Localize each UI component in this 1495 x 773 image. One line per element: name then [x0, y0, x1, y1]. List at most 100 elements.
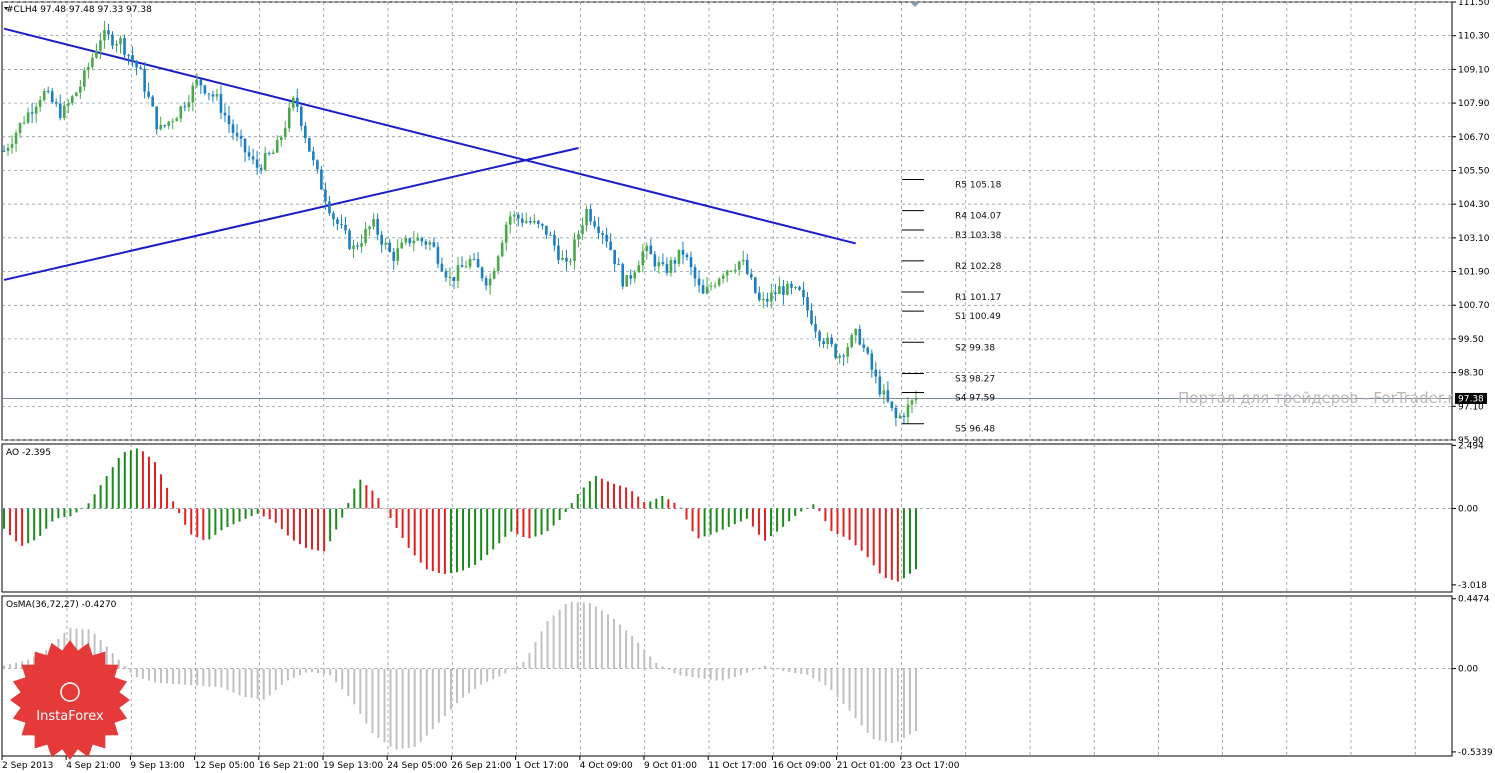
- candle-body: [432, 242, 436, 247]
- candle-body: [516, 214, 520, 219]
- candle-body: [601, 232, 604, 235]
- candle-body: [605, 234, 608, 242]
- candle-body: [316, 160, 319, 170]
- candle-body: [553, 234, 556, 246]
- candle-body: [786, 283, 789, 295]
- candle-body: [573, 239, 576, 262]
- candle-body: [701, 285, 705, 294]
- candle-body: [147, 91, 150, 97]
- candle-body: [22, 122, 26, 124]
- candle-body: [657, 262, 661, 267]
- candle-body: [862, 344, 866, 348]
- candle-body: [830, 337, 833, 345]
- candle-body: [533, 220, 536, 223]
- candle-body: [762, 298, 765, 300]
- candle-body: [159, 125, 162, 130]
- candle-body: [858, 329, 862, 345]
- candle-body: [304, 125, 307, 139]
- current-price-marker: 97.38: [1455, 392, 1487, 404]
- panel-frame: [1, 1, 1453, 441]
- candle-body: [834, 344, 837, 358]
- candle-body: [18, 123, 22, 133]
- candle-body: [135, 61, 138, 68]
- candle-body: [633, 272, 637, 279]
- candle-body: [669, 260, 673, 273]
- candle-body: [782, 286, 785, 295]
- candle-body: [581, 225, 584, 235]
- candle-body: [444, 271, 448, 278]
- candle-body: [6, 148, 10, 151]
- candle-body: [436, 246, 440, 264]
- price-tick-label: 105.50: [1458, 166, 1490, 176]
- grid-lines: [2, 1, 1452, 756]
- candle-body: [665, 263, 669, 273]
- candle-body: [593, 221, 596, 227]
- trendlines[interactable]: [3, 27, 856, 281]
- candle-body: [452, 276, 456, 281]
- ao-tick-label: -3.018: [1458, 581, 1487, 591]
- candle-body: [810, 310, 813, 324]
- price-axis: 111.50 110.30 109.10 107.90 106.70 105.50 104.…: [1452, 0, 1493, 758]
- candle-body: [906, 404, 910, 418]
- dropdown-arrow-icon[interactable]: [4, 7, 8, 10]
- candle-body: [693, 267, 697, 279]
- candle-body: [838, 355, 841, 358]
- candle-body: [279, 137, 283, 141]
- candle-body: [239, 135, 243, 139]
- candle-body: [758, 292, 761, 300]
- panel-frame: [1, 443, 1453, 593]
- candle-body: [914, 398, 918, 401]
- candle-body: [392, 251, 396, 261]
- candle-body: [400, 242, 404, 249]
- current-price-label: 97.38: [1458, 394, 1484, 404]
- watermark: Портал для трейдеров - ForTrader.ru: [1178, 389, 1463, 407]
- candle-body: [629, 275, 633, 279]
- osma-tick-label: 0.4474: [1458, 595, 1490, 605]
- candle-body: [50, 91, 54, 103]
- candle-body: [384, 242, 387, 245]
- price-tick-label: 95.90: [1458, 436, 1484, 446]
- candle-body: [549, 234, 552, 236]
- trendline: [3, 27, 856, 245]
- candle-body: [460, 265, 464, 268]
- candle-body: [512, 214, 516, 217]
- candle-body: [492, 271, 496, 279]
- ao-panel-header: AO -2.395: [6, 448, 51, 458]
- pivot-level-label: R4 104.07: [955, 212, 1001, 222]
- candle-body: [324, 189, 327, 202]
- chart-shift-marker-icon[interactable]: [910, 2, 920, 7]
- candle-body: [778, 286, 781, 294]
- instaforex-logo: InstaForex: [10, 640, 130, 760]
- candle-body: [259, 167, 263, 170]
- pivot-level-label: R1 101.17: [955, 293, 1001, 303]
- time-tick-label: 9 Oct 01:00: [644, 761, 697, 771]
- candle-body: [577, 234, 580, 240]
- candle-body: [119, 38, 122, 45]
- candle-body: [388, 242, 391, 252]
- candle-body: [842, 355, 845, 357]
- candle-body: [428, 242, 432, 245]
- candle-body: [476, 259, 480, 268]
- candle-body: [99, 40, 102, 51]
- candle-body: [30, 112, 34, 114]
- candle-body: [448, 276, 452, 278]
- candlesticks: [2, 20, 1452, 427]
- candle-body: [822, 340, 825, 344]
- candle-body: [814, 323, 817, 332]
- price-tick-label: 101.90: [1458, 268, 1490, 278]
- candle-body: [171, 121, 175, 123]
- candle-body: [749, 273, 753, 278]
- candle-body: [902, 415, 906, 418]
- candle-body: [545, 225, 548, 235]
- candle-body: [243, 138, 247, 153]
- candle-body: [139, 67, 142, 69]
- candle-body: [175, 118, 179, 122]
- candle-body: [766, 298, 769, 302]
- candle-body: [685, 254, 689, 258]
- candle-body: [255, 159, 259, 168]
- candle-body: [798, 286, 801, 290]
- pivot-level-label: R2 102.28: [955, 262, 1002, 272]
- price-tick-label: 97.10: [1458, 402, 1484, 412]
- trendline: [3, 147, 579, 281]
